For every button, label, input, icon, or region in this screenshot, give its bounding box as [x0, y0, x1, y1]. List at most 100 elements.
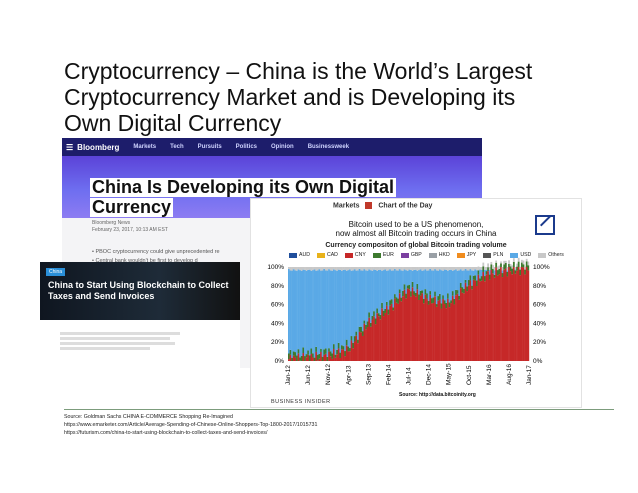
nav-tech[interactable]: Tech [170, 144, 184, 150]
bar-segment-usd [435, 270, 438, 305]
bar-segment-eur [496, 270, 499, 276]
bar-segment-eur [371, 315, 374, 320]
bar-segment-others [482, 262, 485, 267]
bar-segment-others [381, 267, 383, 271]
bar-segment-usd [373, 269, 375, 312]
bar-segment-eur [405, 293, 408, 299]
bar-segment-cny [387, 314, 390, 361]
bar-segment-eur [422, 298, 425, 304]
bar-segment-usd [345, 270, 348, 340]
category-tag[interactable]: China [46, 268, 66, 276]
bar-segment-usd [493, 270, 496, 275]
bar-segment-cny [377, 316, 380, 361]
chart-of-the-day-panel: Markets Chart of the Day Bitcoin used to… [250, 198, 582, 408]
bar-segment-others [501, 267, 504, 271]
bar-segment-cny [459, 288, 462, 361]
y-tick-label: 80% [271, 283, 284, 290]
nav-businessweek[interactable]: Businessweek [307, 144, 350, 150]
bar-segment-usd [414, 269, 417, 293]
nav-pursuits[interactable]: Pursuits [197, 144, 222, 150]
bar-segment-usd [390, 270, 393, 300]
bar-segment-cny [527, 270, 530, 361]
bar-segment-others [386, 267, 388, 271]
bar-segment-others [304, 267, 306, 270]
bar-segment-cny [443, 303, 446, 361]
bar-segment-cny [448, 307, 451, 361]
bar-segment-usd [315, 270, 318, 347]
bar-segment-cny [509, 271, 512, 361]
bar-segment-eur [302, 347, 305, 354]
bloomberg-headline[interactable]: China Is Developing its Own Digital Curr… [90, 178, 397, 218]
bar-segment-eur [459, 282, 462, 289]
chart-legend: AUD CAD CNY EUR GBP HKD JPY PLN USD Others [289, 252, 571, 258]
nav-markets[interactable]: Markets [133, 144, 157, 150]
bar-segment-eur [493, 274, 496, 278]
bar-segment-eur [467, 280, 470, 286]
bar-segment-eur [472, 275, 475, 280]
bar-segment-others [493, 267, 496, 271]
bar-segment-eur [488, 274, 491, 280]
nav-politics[interactable]: Politics [235, 144, 258, 150]
bar-segment-others [500, 261, 502, 264]
bar-segment-usd [432, 270, 435, 298]
bar-segment-cny [411, 287, 414, 361]
bar-segment-others [432, 267, 435, 271]
bloomberg-logo[interactable]: Bloomberg [77, 142, 120, 152]
bar-segment-usd [379, 269, 382, 315]
bar-segment-cny [288, 359, 290, 361]
legend-item: CAD [316, 252, 338, 258]
x-tick-label: Oct-15 [466, 365, 473, 385]
legend-item: EUR [372, 252, 394, 258]
legend-label: HKD [438, 252, 450, 258]
bar-segment-usd [334, 270, 337, 355]
bar-segment-eur [341, 345, 343, 350]
bar-segment-usd [342, 269, 345, 347]
legend-swatch [289, 252, 297, 258]
bar-segment-usd [461, 270, 464, 288]
bar-segment-usd [466, 270, 469, 287]
bar-segment-eur [353, 336, 356, 342]
title-line: Own Digital Currency [64, 110, 282, 136]
bar-segment-usd [323, 268, 326, 350]
bar-segment-usd [439, 269, 441, 294]
bar-segment-eur [477, 270, 480, 275]
bar-segment-others [418, 267, 420, 271]
bar-segment-cny [458, 299, 461, 361]
bar-segment-others [514, 267, 517, 270]
bar-segment-usd [458, 270, 461, 297]
y-tick-label: 40% [271, 320, 284, 327]
bar-segment-cny [437, 300, 440, 361]
footer-divider [64, 409, 614, 410]
bar-segment-others [410, 267, 412, 270]
bar-segment-cny [429, 294, 432, 361]
bar-segment-eur [307, 350, 310, 355]
bar-segment-cny [358, 331, 361, 361]
chart-headline: Bitcoin used to be a US phenomenon, now … [335, 220, 497, 238]
bar-segment-eur [323, 349, 326, 355]
futurism-headline[interactable]: China to Start Using Blockchain to Colle… [48, 280, 229, 301]
bar-segment-others [318, 267, 321, 270]
bar-segment-eur [308, 355, 311, 361]
bar-segment-usd [302, 269, 305, 348]
bar-segment-others [524, 266, 526, 270]
bar-segment-cny [504, 268, 507, 361]
bar-segment-usd [312, 270, 314, 354]
bar-segment-cny [492, 273, 494, 361]
bar-segment-usd [361, 270, 364, 332]
nav-opinion[interactable]: Opinion [271, 144, 294, 150]
x-tick-label: Mar-16 [486, 364, 493, 385]
bar-segment-eur [379, 314, 382, 320]
bar-segment-eur [463, 288, 465, 294]
bar-segment-others [471, 267, 473, 271]
menu-icon[interactable]: ☰ [66, 142, 74, 152]
bar-segment-eur [482, 266, 485, 272]
futurism-banner: China China to Start Using Blockchain to… [40, 262, 240, 320]
bar-segment-eur [517, 261, 520, 267]
bar-segment-eur [427, 300, 430, 305]
legend-swatch [538, 252, 547, 258]
bar-segment-cny [503, 269, 506, 361]
bar-segment-usd [355, 270, 358, 332]
bar-segment-cny [357, 343, 359, 361]
bar-segment-cny [398, 293, 401, 361]
chart-source: Source: http://data.bitcoinity.org [399, 392, 476, 398]
